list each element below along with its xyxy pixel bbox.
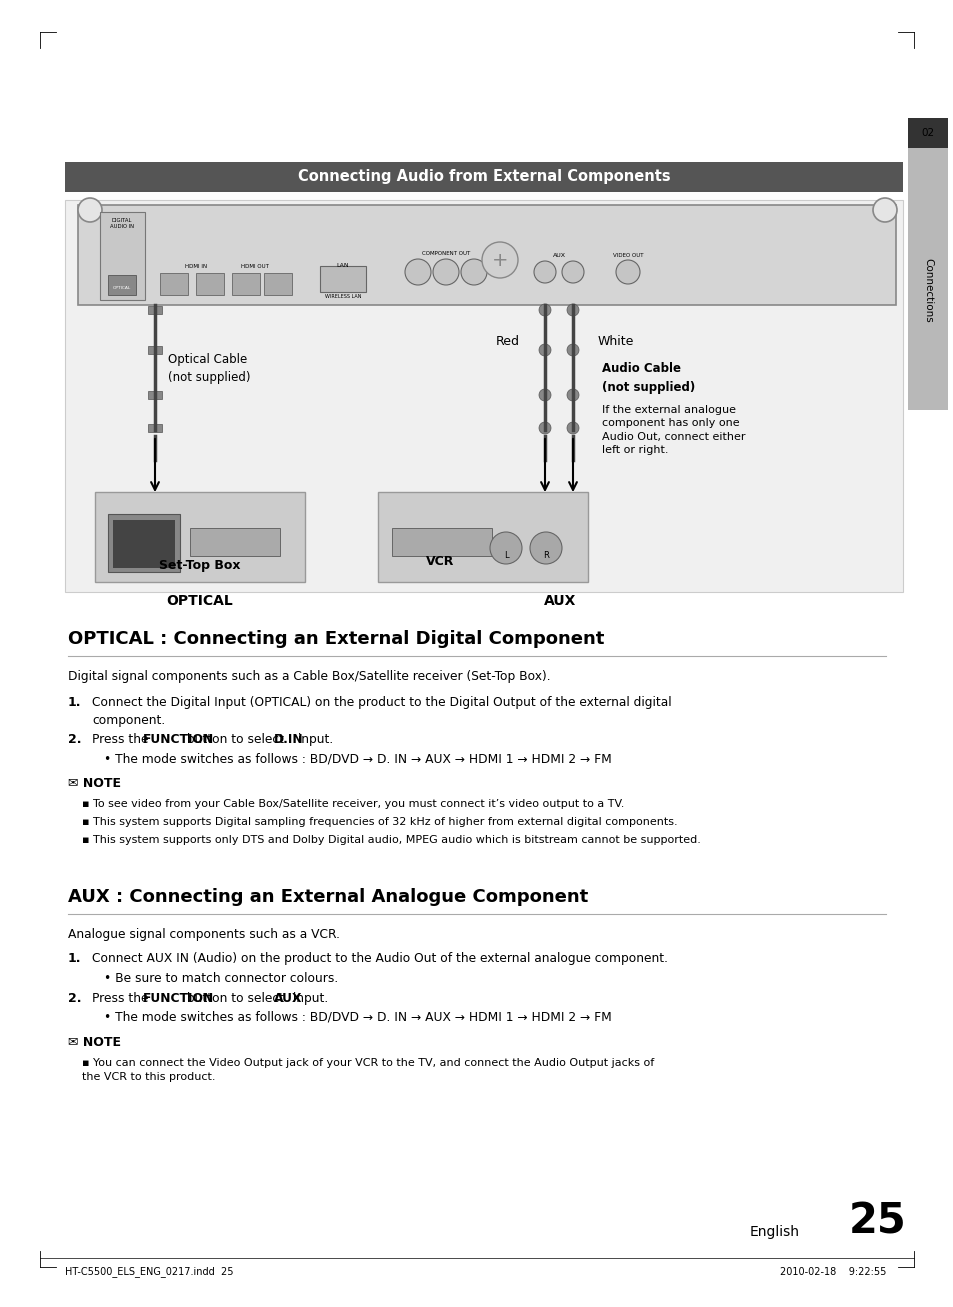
Text: 25: 25 — [848, 1201, 906, 1243]
Text: WIRELESS LAN: WIRELESS LAN — [324, 294, 361, 299]
Text: L: L — [503, 552, 508, 559]
Text: FUNCTION: FUNCTION — [142, 733, 213, 746]
Text: If the external analogue
component has only one
Audio Out, connect either
left o: If the external analogue component has o… — [601, 405, 744, 455]
Circle shape — [78, 197, 102, 222]
Circle shape — [566, 305, 578, 316]
Bar — [232, 273, 260, 295]
Circle shape — [490, 532, 521, 565]
Text: Analogue signal components such as a VCR.: Analogue signal components such as a VCR… — [68, 928, 339, 941]
Text: button to select: button to select — [183, 992, 288, 1005]
Text: D.IN: D.IN — [274, 733, 303, 746]
Bar — [148, 391, 162, 399]
Text: ✉ NOTE: ✉ NOTE — [68, 776, 121, 789]
Text: 02: 02 — [921, 128, 934, 139]
Text: Optical Cable
(not supplied): Optical Cable (not supplied) — [168, 353, 251, 383]
Circle shape — [538, 344, 551, 356]
Circle shape — [561, 261, 583, 284]
Text: AUX: AUX — [543, 593, 576, 608]
Text: ▪ You can connect the Video Output jack of your VCR to the TV, and connect the A: ▪ You can connect the Video Output jack … — [82, 1057, 654, 1082]
Circle shape — [530, 532, 561, 565]
Bar — [95, 491, 305, 582]
Bar — [65, 162, 902, 192]
Text: ▪ This system supports only DTS and Dolby Digital audio, MPEG audio which is bit: ▪ This system supports only DTS and Dolb… — [82, 835, 700, 846]
Text: 2.: 2. — [68, 992, 81, 1005]
Text: 2010-02-18    9:22:55: 2010-02-18 9:22:55 — [779, 1266, 885, 1277]
Bar — [392, 528, 492, 555]
Bar — [377, 491, 587, 582]
Text: OPTICAL: OPTICAL — [167, 593, 233, 608]
Text: input.: input. — [289, 992, 328, 1005]
Bar — [148, 423, 162, 433]
Text: 1.: 1. — [68, 697, 81, 708]
Text: ▪ This system supports Digital sampling frequencies of 32 kHz of higher from ext: ▪ This system supports Digital sampling … — [82, 817, 677, 827]
Text: Audio Cable
(not supplied): Audio Cable (not supplied) — [601, 362, 695, 393]
Text: • The mode switches as follows : BD/DVD → D. IN → AUX → HDMI 1 → HDMI 2 → FM: • The mode switches as follows : BD/DVD … — [104, 752, 611, 765]
Text: OPTICAL: OPTICAL — [112, 286, 131, 290]
Text: R: R — [542, 552, 548, 559]
Circle shape — [616, 260, 639, 284]
Bar — [195, 273, 224, 295]
Text: Press the: Press the — [91, 992, 152, 1005]
Text: COMPONENT OUT: COMPONENT OUT — [421, 251, 470, 256]
Bar — [108, 274, 136, 295]
Bar — [907, 118, 947, 148]
Text: AUX: AUX — [274, 992, 302, 1005]
Text: Connect the Digital Input (OPTICAL) on the product to the Digital Output of the : Connect the Digital Input (OPTICAL) on t… — [91, 697, 671, 727]
Text: OPTICAL : Connecting an External Digital Component: OPTICAL : Connecting an External Digital… — [68, 630, 604, 648]
Circle shape — [566, 422, 578, 434]
Circle shape — [534, 261, 556, 284]
Circle shape — [566, 344, 578, 356]
Text: Red: Red — [496, 335, 519, 348]
Bar — [112, 520, 174, 569]
Circle shape — [460, 259, 486, 285]
Text: LAN: LAN — [336, 263, 349, 268]
Text: English: English — [749, 1225, 800, 1239]
Bar — [319, 267, 366, 291]
Bar — [78, 205, 895, 305]
Circle shape — [481, 242, 517, 278]
Text: button to select: button to select — [183, 733, 288, 746]
Bar — [148, 346, 162, 354]
Text: White: White — [598, 335, 634, 348]
Circle shape — [538, 422, 551, 434]
Text: 1.: 1. — [68, 951, 81, 965]
Text: HT-C5500_ELS_ENG_0217.indd  25: HT-C5500_ELS_ENG_0217.indd 25 — [65, 1266, 233, 1277]
Bar — [190, 528, 280, 555]
Text: FUNCTION: FUNCTION — [142, 992, 213, 1005]
Bar — [907, 125, 947, 410]
Text: ▪ To see video from your Cable Box/Satellite receiver, you must connect it’s vid: ▪ To see video from your Cable Box/Satel… — [82, 799, 623, 809]
Text: Press the: Press the — [91, 733, 152, 746]
Text: HDMI IN: HDMI IN — [185, 264, 207, 269]
Bar — [148, 306, 162, 314]
Text: ✉ NOTE: ✉ NOTE — [68, 1036, 121, 1050]
Text: AUX: AUX — [552, 254, 565, 257]
Circle shape — [872, 197, 896, 222]
Text: • The mode switches as follows : BD/DVD → D. IN → AUX → HDMI 1 → HDMI 2 → FM: • The mode switches as follows : BD/DVD … — [104, 1012, 611, 1023]
Circle shape — [538, 389, 551, 401]
Text: Connect AUX IN (Audio) on the product to the Audio Out of the external analogue : Connect AUX IN (Audio) on the product to… — [91, 951, 667, 965]
Text: Digital signal components such as a Cable Box/Satellite receiver (Set-Top Box).: Digital signal components such as a Cabl… — [68, 670, 550, 684]
Text: Connections: Connections — [923, 257, 932, 323]
Bar — [264, 273, 292, 295]
Text: Set-Top Box: Set-Top Box — [159, 558, 240, 571]
Bar — [108, 514, 180, 572]
Text: Connecting Audio from External Components: Connecting Audio from External Component… — [297, 170, 670, 184]
Text: AUX : Connecting an External Analogue Component: AUX : Connecting an External Analogue Co… — [68, 887, 588, 906]
Text: DIGITAL
AUDIO IN: DIGITAL AUDIO IN — [110, 218, 133, 229]
Bar — [160, 273, 188, 295]
Circle shape — [433, 259, 458, 285]
Text: 2.: 2. — [68, 733, 81, 746]
Bar — [65, 200, 902, 592]
Text: VCR: VCR — [425, 555, 454, 569]
Circle shape — [566, 389, 578, 401]
Bar — [100, 212, 145, 301]
Text: +: + — [491, 251, 508, 269]
Text: • Be sure to match connector colours.: • Be sure to match connector colours. — [104, 972, 338, 985]
Text: HDMI OUT: HDMI OUT — [241, 264, 269, 269]
Text: VIDEO OUT: VIDEO OUT — [612, 254, 642, 257]
Text: input.: input. — [294, 733, 333, 746]
Circle shape — [538, 305, 551, 316]
Circle shape — [405, 259, 431, 285]
